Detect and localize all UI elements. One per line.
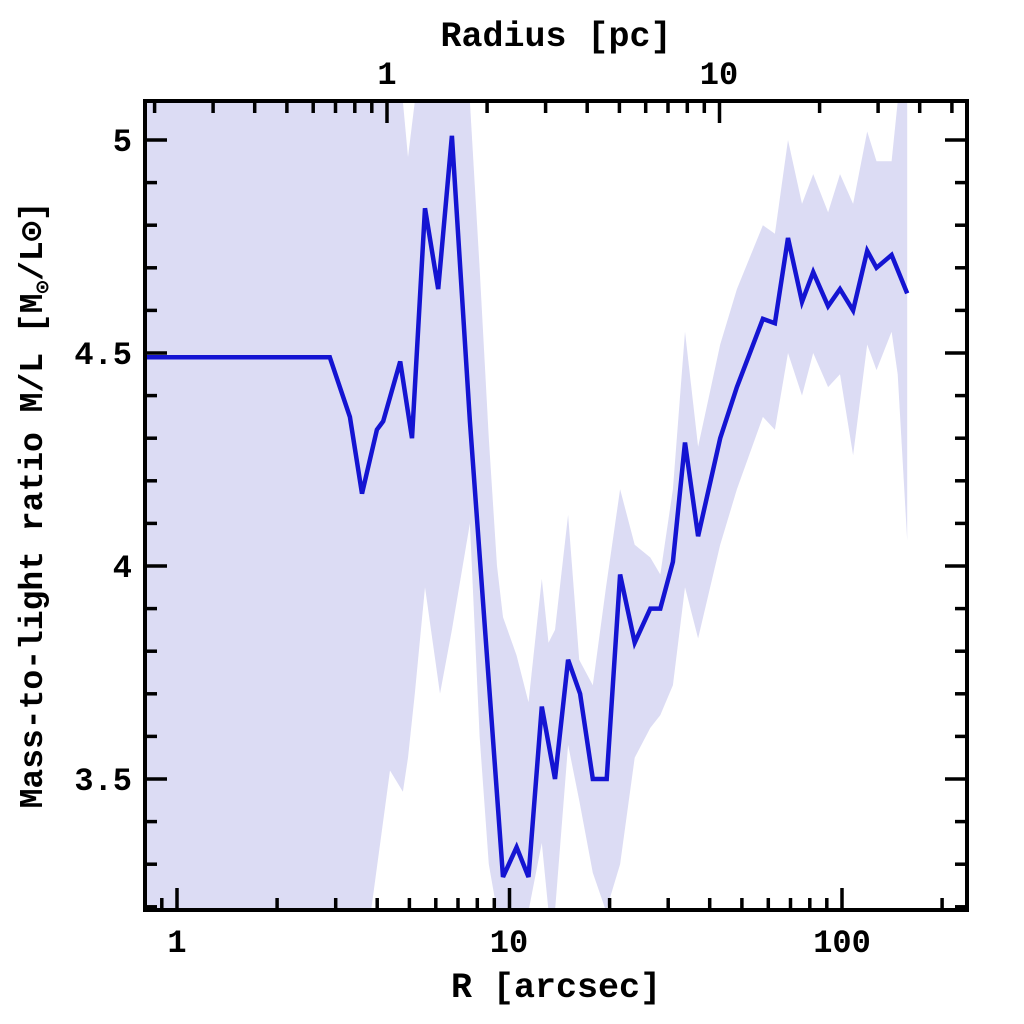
plot-frame	[143, 99, 969, 912]
top-tick-label-1pc: 1	[377, 57, 396, 94]
top-axis-title: Radius [pc]	[440, 17, 671, 57]
y-tick-label-4-5: 4.5	[74, 337, 132, 374]
x-axis-title: R [arcsec]	[451, 968, 661, 1008]
y-axis-title-pre: Mass-to-light ratio M/L [M	[15, 294, 52, 809]
y-tick-label-3-5: 3.5	[74, 763, 132, 800]
y-tick-label-4: 4	[113, 550, 132, 587]
y-axis-title: Mass-to-light ratio M/L [M⊙/L⊙]	[15, 202, 56, 809]
x-tick-label-1: 1	[167, 925, 186, 962]
ml-curve	[145, 135, 910, 878]
confidence-band	[145, 101, 908, 910]
x-tick-label-10: 10	[490, 925, 528, 962]
y-axis-title-post: /L⊙]	[15, 202, 52, 281]
y-tick-label-5: 5	[113, 124, 132, 161]
top-tick-label-10pc: 10	[700, 57, 738, 94]
x-tick-label-100: 100	[813, 925, 871, 962]
sun-symbol-subscript: ⊙	[33, 281, 56, 294]
